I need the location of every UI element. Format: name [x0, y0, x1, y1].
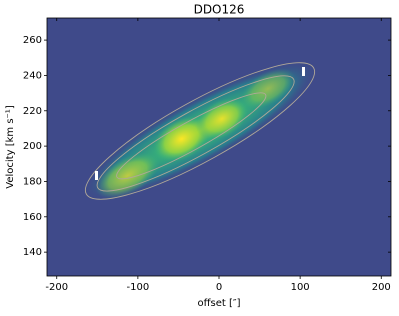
- y-tick-label: 200: [23, 141, 42, 152]
- y-tick-label: 240: [23, 70, 42, 81]
- x-tick-label: 0: [216, 282, 222, 293]
- y-tick-label: 160: [23, 212, 42, 223]
- y-tick-label: 220: [23, 106, 42, 117]
- chart-title: DDO126: [194, 3, 245, 17]
- x-tick-label: -100: [127, 282, 150, 293]
- y-tick-label: 260: [23, 35, 42, 46]
- y-tick-label: 180: [23, 176, 42, 187]
- y-axis-label: Velocity [km s⁻¹]: [5, 105, 16, 189]
- x-tick-label: 200: [372, 282, 391, 293]
- image: [47, 18, 391, 276]
- x-tick-label: 100: [291, 282, 310, 293]
- x-axis-label: offset [″]: [197, 298, 240, 309]
- y-tick-label: 140: [23, 247, 42, 258]
- x-tick-label: -200: [45, 282, 68, 293]
